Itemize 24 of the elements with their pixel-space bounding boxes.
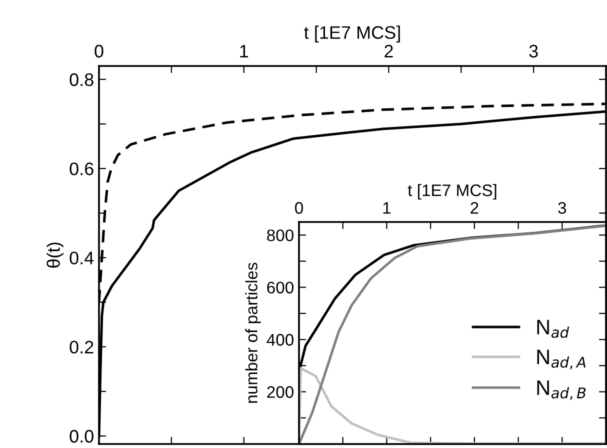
y-axis-title: number of particles: [245, 262, 261, 403]
x-tick-label: 0: [94, 44, 104, 58]
y-tick-label: 400: [266, 334, 294, 346]
y-tick-label: 0.2: [70, 340, 94, 354]
y-axis-title: θ(t): [46, 242, 64, 268]
x-tick-label: 1: [240, 44, 248, 58]
legend-label: N$_{ad,B}$: [537, 380, 586, 400]
y-tick-label: 600: [267, 282, 294, 294]
x-tick-label: 3: [558, 202, 566, 214]
y-tick-label: 800: [267, 229, 294, 242]
y-tick-label: 0.4: [70, 252, 94, 264]
y-tick-label: 0.0: [70, 430, 94, 443]
x-tick-label: 0: [295, 202, 303, 214]
legend-label: N$_{ad,A}$: [537, 350, 586, 370]
y-tick-label: 0.8: [70, 73, 94, 86]
x-tick-label: 1: [383, 202, 391, 214]
x-tick-label: 3: [529, 44, 538, 58]
y-tick-label: 200: [267, 386, 294, 398]
x-tick-label: 2: [384, 44, 393, 58]
x-axis-title: t [1E7 MCS]: [408, 184, 496, 200]
x-tick-label: 2: [470, 202, 478, 214]
x-axis-title: t [1E7 MCS]: [304, 26, 400, 42]
y-tick-label: 0.6: [70, 162, 94, 176]
legend-label: N$_{ad}$: [537, 320, 570, 338]
